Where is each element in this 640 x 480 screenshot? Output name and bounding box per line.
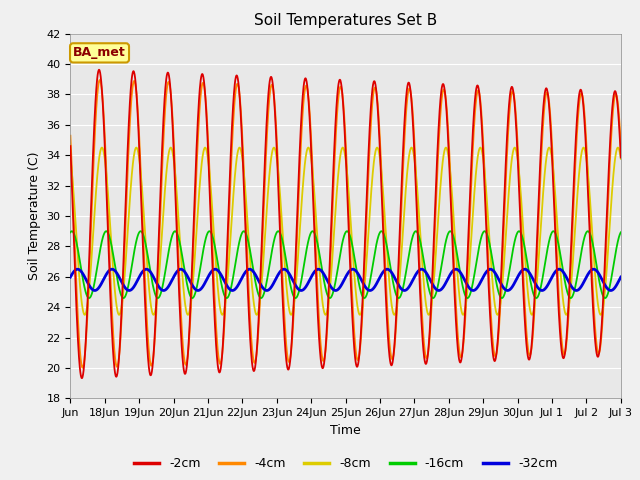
Legend: -2cm, -4cm, -8cm, -16cm, -32cm: -2cm, -4cm, -8cm, -16cm, -32cm (129, 452, 563, 475)
Title: Soil Temperatures Set B: Soil Temperatures Set B (254, 13, 437, 28)
X-axis label: Time: Time (330, 424, 361, 437)
Y-axis label: Soil Temperature (C): Soil Temperature (C) (28, 152, 41, 280)
Text: BA_met: BA_met (73, 47, 126, 60)
